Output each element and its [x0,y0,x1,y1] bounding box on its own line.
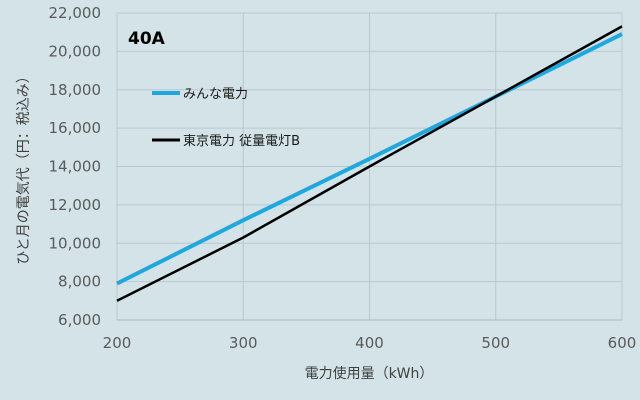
y-tick-label: 20,000 [49,42,102,60]
x-tick-label: 400 [355,334,384,352]
chart-title: 40A [128,29,166,49]
x-tick-label: 200 [103,334,132,352]
y-tick-label: 8,000 [58,273,101,291]
x-tick-label: 300 [229,334,258,352]
y-tick-label: 6,000 [58,311,101,329]
series-lines [116,25,623,302]
y-tick-label: 12,000 [49,196,102,214]
x-tick-labels: 200 300 400 500 600 [103,334,637,352]
y-tick-label: 14,000 [49,158,102,176]
x-tick-label: 500 [481,334,510,352]
y-tick-label: 10,000 [49,234,102,252]
legend-label-minna: みんな電力 [183,87,248,102]
y-tick-labels: 6,000 8,000 10,000 12,000 14,000 16,000 18,000… [49,4,102,329]
legend: みんな電力 東京電力 従量電灯B [152,87,300,149]
y-axis-title: ひと月の電気代（円：税込み） [16,69,32,265]
y-tick-label: 18,000 [49,81,102,99]
x-tick-label: 600 [608,334,637,352]
legend-label-tepco: 東京電力 従量電灯B [183,133,300,149]
series-line-0 [116,32,623,286]
y-tick-label: 16,000 [49,119,102,137]
series-line-1 [116,25,623,302]
y-tick-label: 22,000 [49,4,102,22]
x-axis-title: 電力使用量（kWh） [305,365,434,382]
